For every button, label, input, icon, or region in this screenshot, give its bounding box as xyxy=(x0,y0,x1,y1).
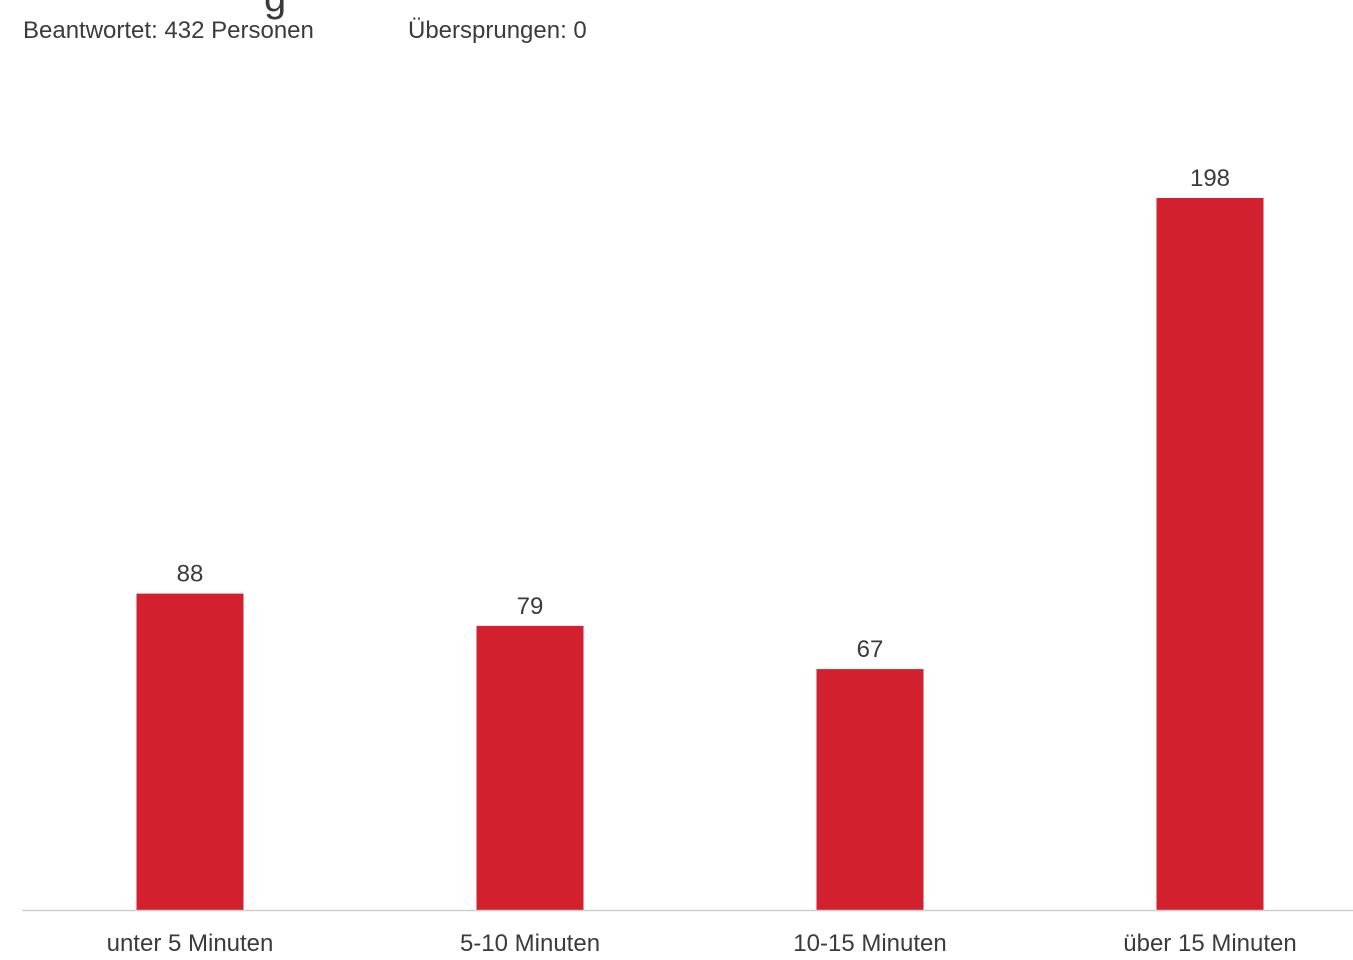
x-tick-label-3: 10-15 Minuten xyxy=(793,930,946,957)
bar-1 xyxy=(136,593,244,910)
answered-count: Beantwortet: 432 Personen xyxy=(23,17,314,44)
data-label-2: 79 xyxy=(517,593,544,620)
x-tick-label-1: unter 5 Minuten xyxy=(107,930,274,957)
bar-4 xyxy=(1156,198,1264,910)
x-tick-label-4: über 15 Minuten xyxy=(1123,930,1296,957)
chart-title-fragment: g xyxy=(264,0,286,18)
data-label-1: 88 xyxy=(177,561,204,588)
data-labels-group: 88 79 67 198 xyxy=(177,165,1230,663)
bars-group xyxy=(136,198,1264,910)
x-tick-labels-group: unter 5 Minuten 5-10 Minuten 10-15 Minuten… xyxy=(107,930,1297,957)
data-label-4: 198 xyxy=(1190,165,1230,192)
bar-2 xyxy=(476,625,584,910)
bar-3 xyxy=(816,669,924,910)
data-label-3: 67 xyxy=(857,636,884,663)
x-tick-label-2: 5-10 Minuten xyxy=(460,930,600,957)
skipped-count: Übersprungen: 0 xyxy=(408,17,587,44)
